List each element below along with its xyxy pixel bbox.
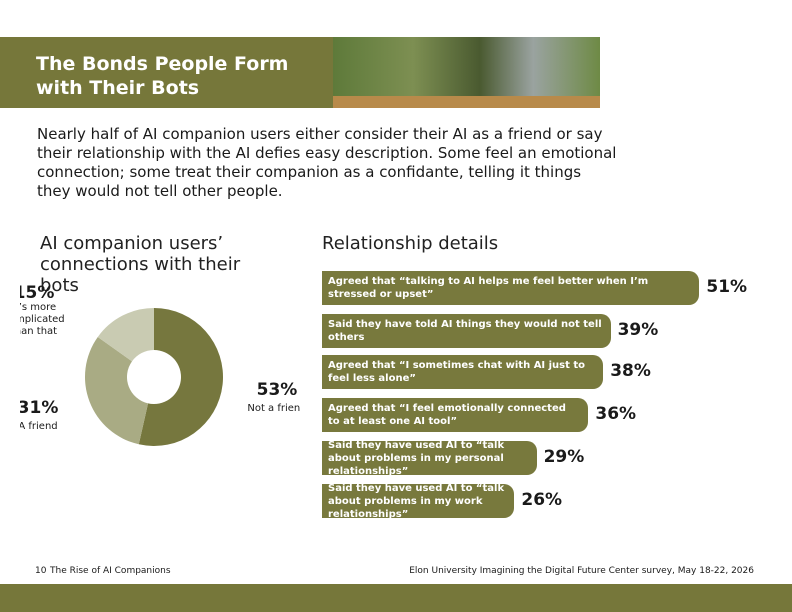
pie-slice [97,308,154,362]
bar: Agreed that “talking to AI helps me feel… [322,271,700,305]
bar: Said they have used AI to “talk about pr… [322,482,515,520]
slice-category-label: A friend [20,421,58,432]
bar-category-label: Said they have used AI to “talk about pr… [328,439,505,477]
bar-chart: Agreed that “talking to AI helps me feel… [322,271,748,520]
slice-category-label-box: It’s more complicated than that [20,302,65,337]
bar-category-label: Agreed that “I feel emotionally connecte… [328,403,566,427]
intro-paragraph: Nearly half of AI companion users either… [37,125,617,200]
header-band [0,37,333,108]
bar-value-label: 36% [595,404,637,424]
bar-title: Relationship details [322,233,499,254]
bar-value-label: 38% [610,361,651,381]
bar-category-label: Agreed that “talking to AI helps me feel… [328,276,649,300]
source-note: Elon University Imagining the Digital Fu… [409,566,754,576]
header-photo-bench [333,96,600,108]
bar-value-label: 29% [543,447,585,467]
bar: Said they have used AI to “talk about pr… [322,439,537,477]
slice-category-label: Not a friend [247,403,300,414]
bar-value-label: 26% [521,490,563,510]
bar-category-label: Agreed that “I sometimes chat with AI ju… [328,360,586,384]
pie-slice [84,336,149,445]
bar-category-label: Said they have used AI to “talk about pr… [328,482,505,520]
slice-category-label: It’s more complicated than that [20,302,65,337]
bar-value-label: 51% [706,277,748,297]
footer-band [0,584,792,612]
bar: Agreed that “I sometimes chat with AI ju… [322,355,604,389]
slice-value-label: 31% [20,398,58,418]
slice-value-label: 53% [257,380,298,400]
bar: Said they have told AI things they would… [322,314,611,348]
page-number: 10 [35,566,47,576]
slice-value-label: 15% [20,283,54,303]
bar-value-label: 39% [617,320,659,340]
page-title: The Bonds People Form with Their Bots [36,53,289,99]
bar-category-label: Said they have told AI things they would… [328,319,602,343]
pie-slice [138,308,223,446]
section-name: The Rise of AI Companions [50,566,171,576]
bar: Agreed that “I feel emotionally connecte… [322,398,589,432]
pie-chart: 53% Not a friend 31% A friend 15%It’s more c… [20,283,300,446]
pie-title: AI companion users’ connections with the… [40,233,241,296]
